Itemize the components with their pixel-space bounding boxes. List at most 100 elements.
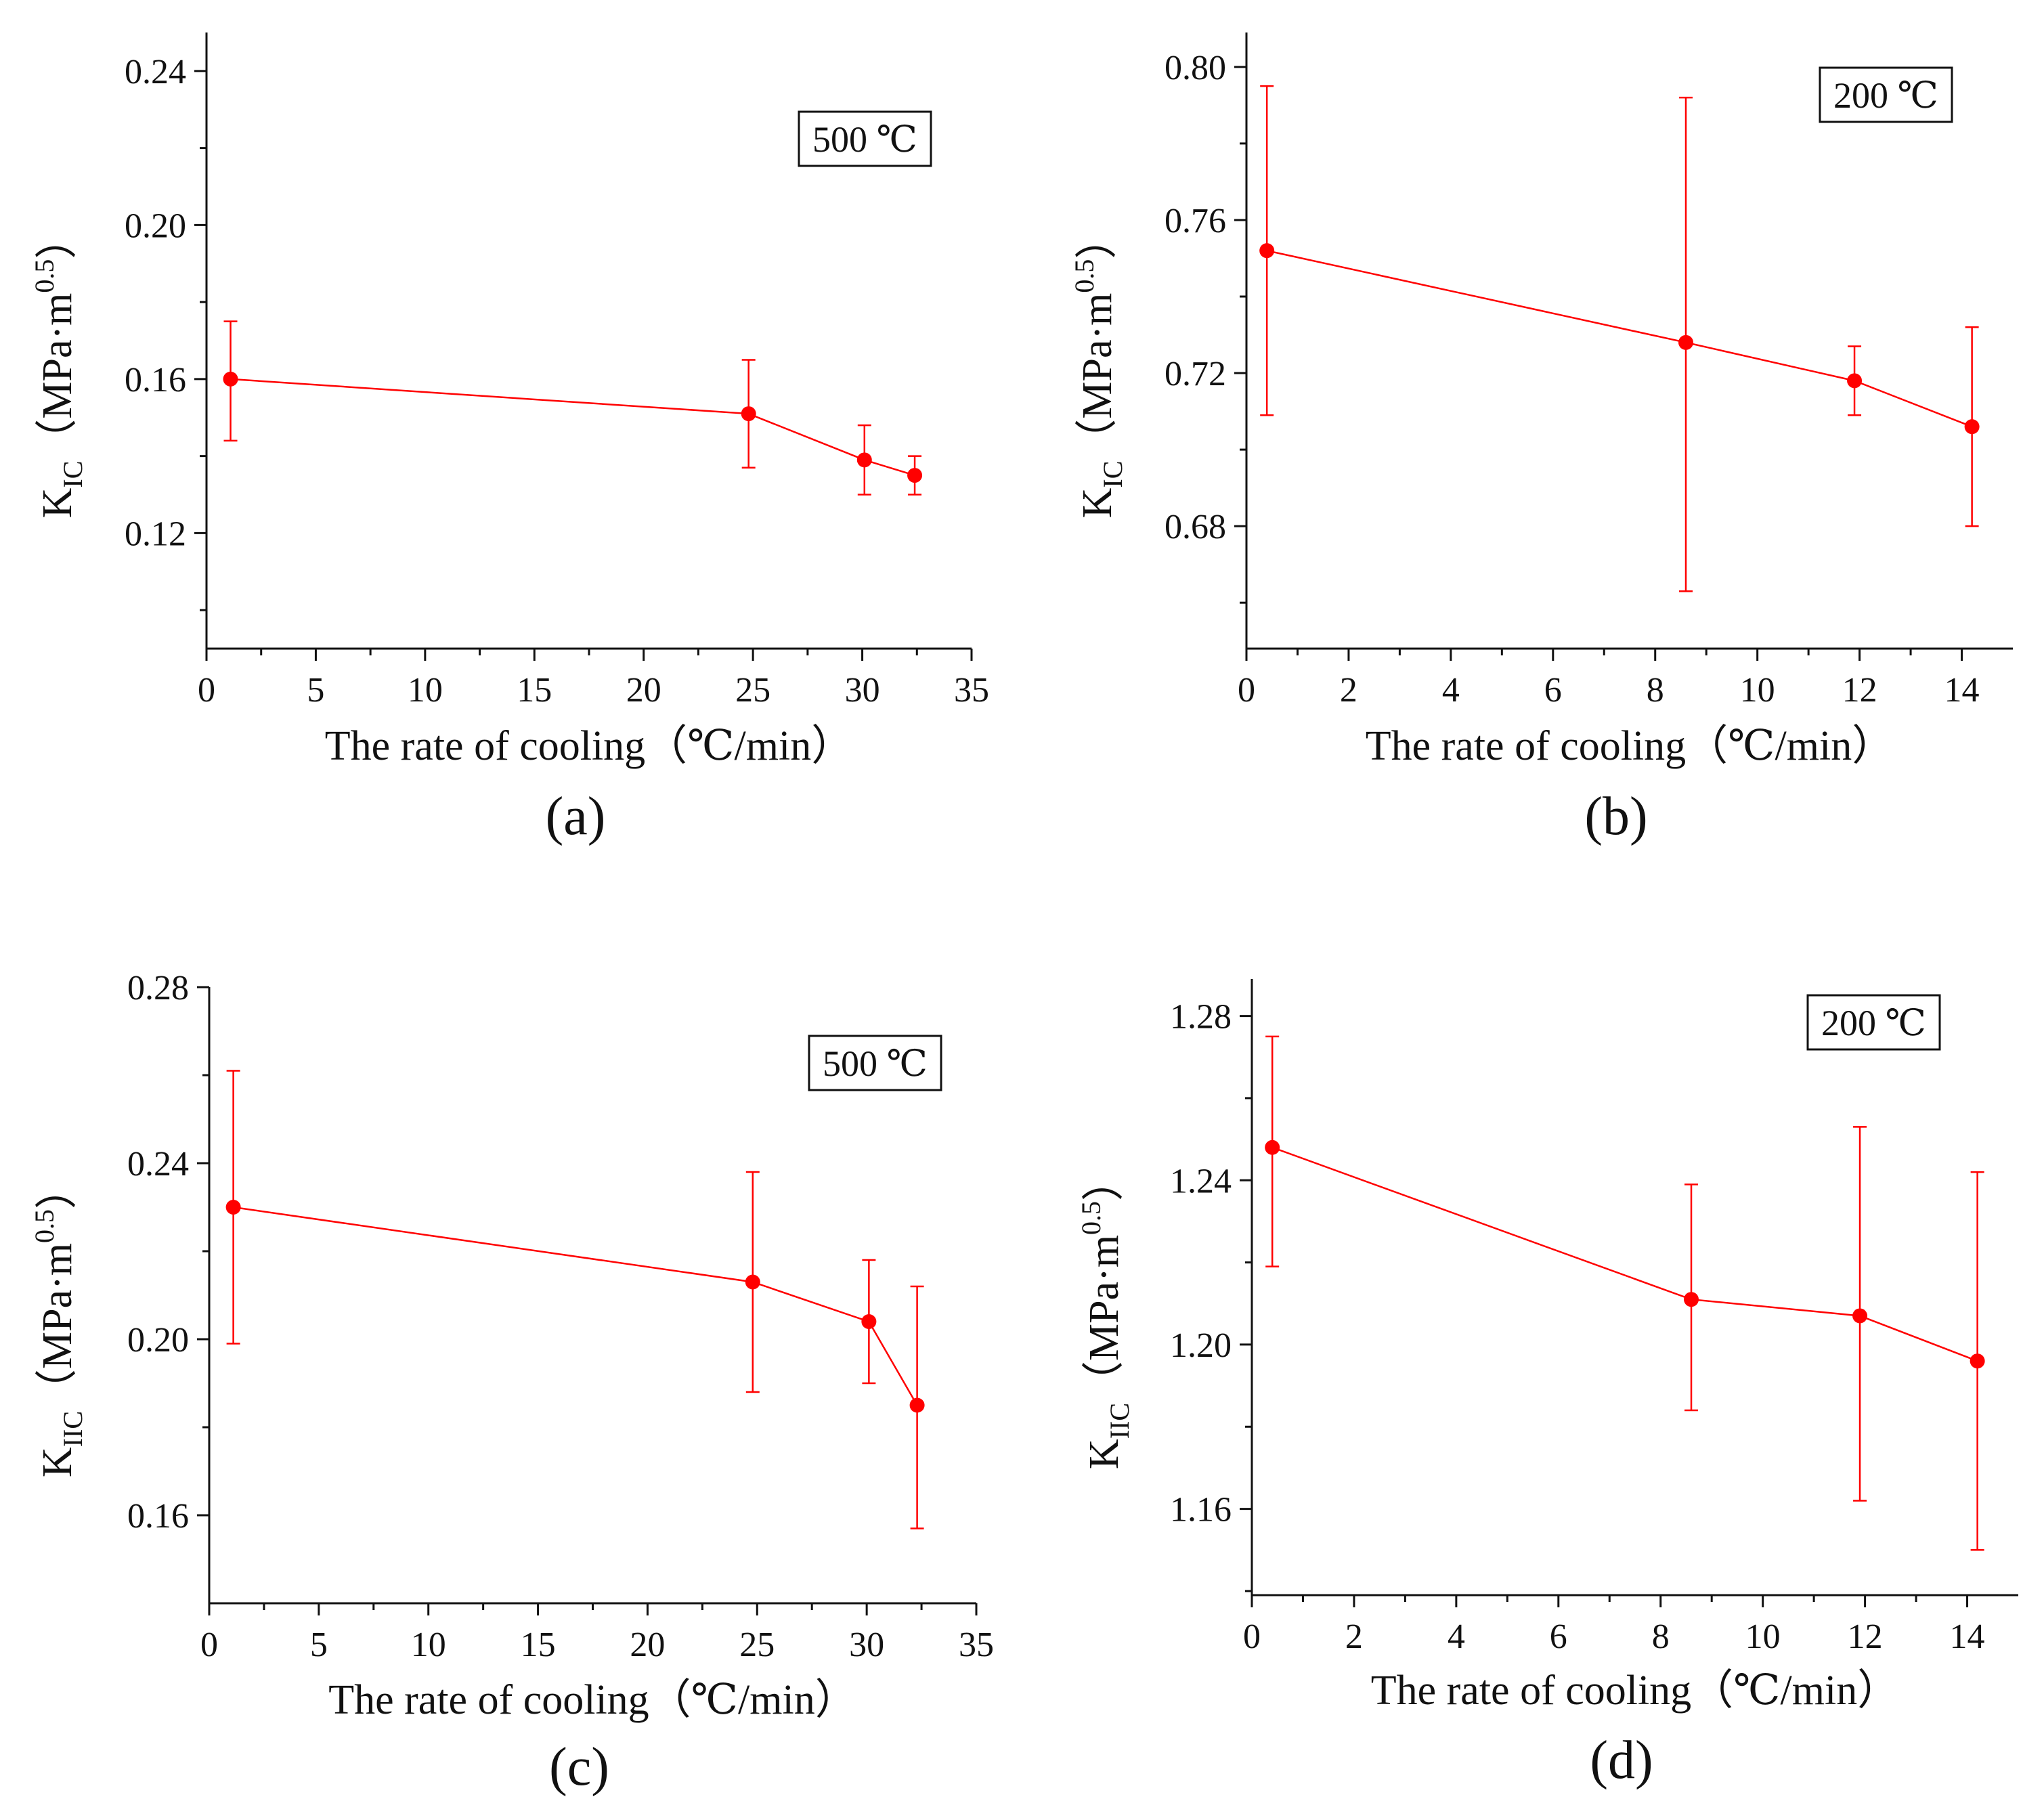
y-title-subscript: IC <box>58 461 88 488</box>
data-point <box>907 468 923 483</box>
y-title-symbol: K <box>35 1447 81 1477</box>
temperature-box <box>1806 994 1941 1051</box>
temperature-box <box>1819 66 1953 123</box>
y-title-subscript: IC <box>1097 461 1128 488</box>
x-tick-label: 35 <box>959 1626 994 1664</box>
y-tick-label: 0.16 <box>127 1497 189 1536</box>
x-tick-label: 2 <box>1345 1617 1363 1656</box>
data-point <box>1259 243 1275 259</box>
y-axis-title: KIIC（MPa·m0.5） <box>1076 1159 1135 1469</box>
y-title-symbol: K <box>1081 1439 1127 1469</box>
y-tick-label: 0.76 <box>1165 202 1226 240</box>
x-tick-label: 0 <box>1243 1617 1261 1656</box>
data-point <box>1265 1139 1280 1155</box>
temperature-label: 500 ℃ <box>812 119 917 160</box>
x-tick-label: 0 <box>1238 671 1255 710</box>
x-tick-label: 35 <box>954 671 989 710</box>
data-point <box>741 406 756 422</box>
x-tick-label: 15 <box>521 1626 556 1664</box>
x-tick-label: 5 <box>307 671 324 710</box>
x-tick-label: 6 <box>1550 1617 1567 1656</box>
x-tick-label: 8 <box>1652 1617 1670 1656</box>
x-tick-label: 14 <box>1950 1617 1985 1656</box>
x-tick-label: 2 <box>1340 671 1357 710</box>
y-axis-title: KIC（MPa·m0.5） <box>1069 217 1128 519</box>
y-title-subscript: IIC <box>58 1411 88 1447</box>
y-tick-label: 0.24 <box>125 53 186 91</box>
x-tick-label: 12 <box>1842 671 1877 710</box>
y-title-superscript: 0.5 <box>1076 1201 1106 1235</box>
x-axis-title: The rate of cooling（℃/min） <box>1371 1668 1899 1714</box>
y-title-unit: （MPa·m <box>35 293 81 461</box>
y-title-unit: （MPa·m <box>35 1243 81 1411</box>
y-title-unit-close: ） <box>1074 217 1121 259</box>
data-point <box>1964 419 1980 435</box>
data-point <box>745 1274 760 1290</box>
data-point <box>1970 1353 1985 1369</box>
data-point <box>1684 1292 1699 1307</box>
y-title-unit-close: ） <box>1081 1159 1127 1201</box>
x-tick-label: 0 <box>200 1626 218 1664</box>
y-tick-label: 1.16 <box>1170 1491 1232 1529</box>
y-tick-label: 0.20 <box>127 1321 189 1360</box>
x-tick-label: 14 <box>1944 671 1980 710</box>
x-axis-title: The rate of cooling（℃/min） <box>1366 723 1894 769</box>
temperature-box <box>808 1035 942 1091</box>
y-tick-label: 1.28 <box>1170 998 1232 1037</box>
y-tick-label: 1.20 <box>1170 1326 1232 1365</box>
series-line <box>230 378 915 477</box>
x-tick-label: 10 <box>1745 1617 1781 1656</box>
chart-panel-d: 0 2 4 6 8 10 12 14 1.16 1.20 1.24 1.28 200 ℃ The rate… <box>1076 979 2018 1790</box>
y-tick-label: 0.72 <box>1165 355 1226 393</box>
temperature-label: 200 ℃ <box>1833 75 1938 116</box>
chart-panel-a: 0 5 10 15 20 25 30 35 0.12 0.16 0.20 0.24 500 ℃ The r… <box>29 32 989 846</box>
y-title-superscript: 0.5 <box>29 1209 60 1243</box>
data-point <box>1678 334 1694 350</box>
temperature-label: 500 ℃ <box>823 1043 928 1084</box>
y-tick-label: 0.80 <box>1165 49 1226 87</box>
panel-label: (c) <box>549 1737 609 1797</box>
series-line <box>1266 249 1973 428</box>
y-title-unit: （MPa·m <box>1081 1235 1127 1403</box>
y-title-superscript: 0.5 <box>29 259 60 293</box>
series-line <box>1271 1146 1978 1362</box>
y-axis-title: KIC（MPa·m0.5） <box>29 217 88 519</box>
data-point <box>861 1314 877 1329</box>
x-tick-label: 0 <box>198 671 215 710</box>
y-title-symbol: K <box>1074 487 1121 518</box>
panel-label: (a) <box>546 787 606 846</box>
y-tick-label: 0.16 <box>125 361 186 399</box>
y-title-unit-close: ） <box>35 1167 81 1209</box>
y-title-superscript: 0.5 <box>1069 259 1100 293</box>
data-point <box>909 1397 925 1413</box>
data-point <box>1847 373 1863 389</box>
x-tick-label: 25 <box>735 671 770 710</box>
y-axis-title: KIIC（MPa·m0.5） <box>29 1167 88 1477</box>
y-title-subscript: IIC <box>1104 1403 1135 1439</box>
y-tick-label: 0.20 <box>125 207 186 245</box>
x-axis-title: The rate of cooling（℃/min） <box>325 723 853 769</box>
x-tick-label: 10 <box>1740 671 1775 710</box>
y-tick-label: 0.12 <box>125 515 186 553</box>
data-point <box>856 452 872 468</box>
x-tick-label: 15 <box>517 671 552 710</box>
panel-label: (d) <box>1590 1731 1653 1790</box>
chart-panel-b: 0 2 4 6 8 10 12 14 0.68 0.72 0.76 0.80 200 ℃ The rate… <box>1069 32 2013 846</box>
data-point <box>1852 1308 1868 1324</box>
x-tick-label: 10 <box>408 671 443 710</box>
temperature-label: 200 ℃ <box>1821 1003 1926 1043</box>
x-tick-label: 20 <box>626 671 661 710</box>
x-tick-label: 4 <box>1442 671 1460 710</box>
x-tick-label: 30 <box>845 671 880 710</box>
y-title-unit-close: ） <box>35 217 81 259</box>
y-tick-label: 1.24 <box>1170 1162 1232 1200</box>
series-line <box>233 1206 918 1406</box>
x-tick-label: 25 <box>739 1626 775 1664</box>
x-tick-label: 30 <box>849 1626 884 1664</box>
temperature-box <box>798 110 932 167</box>
x-tick-label: 4 <box>1448 1617 1465 1656</box>
y-tick-label: 0.68 <box>1165 508 1226 546</box>
panel-label: (b) <box>1584 787 1647 846</box>
x-axis-title: The rate of cooling（℃/min） <box>328 1677 856 1723</box>
